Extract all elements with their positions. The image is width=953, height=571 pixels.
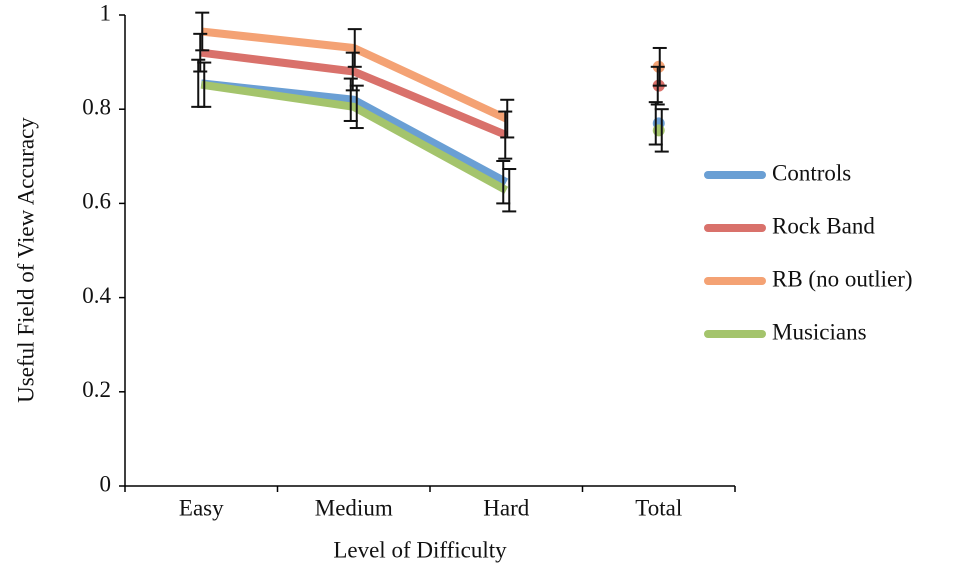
y-tick-label: 1	[100, 0, 112, 25]
y-tick-label: 0.6	[82, 189, 111, 214]
y-tick-label: 0.4	[82, 283, 111, 308]
y-tick-label: 0.8	[82, 94, 111, 119]
legend-label: RB (no outlier)	[772, 266, 913, 291]
x-tick-label: Easy	[179, 495, 224, 520]
series-line	[200, 80, 509, 194]
legend-label: Controls	[772, 160, 851, 185]
legend-label: Rock Band	[772, 213, 875, 238]
y-tick-label: 0	[100, 471, 112, 496]
error-bar	[502, 168, 517, 213]
x-axis-title: Level of Difficulty	[333, 537, 507, 562]
error-bar	[500, 98, 515, 139]
error-bar	[498, 110, 513, 160]
legend-label: Musicians	[772, 319, 867, 344]
error-bar	[195, 11, 210, 52]
x-tick-label: Total	[635, 495, 682, 520]
error-bar	[654, 108, 669, 153]
x-tick-label: Medium	[315, 495, 393, 520]
x-tick-label: Hard	[483, 495, 529, 520]
error-bar	[349, 84, 364, 130]
y-axis-title: Useful Field of View Accuracy	[13, 117, 38, 403]
error-bar	[197, 61, 212, 108]
error-bar	[347, 28, 362, 68]
error-bar	[652, 46, 667, 87]
total-point	[652, 124, 665, 137]
y-tick-label: 0.2	[82, 377, 111, 402]
